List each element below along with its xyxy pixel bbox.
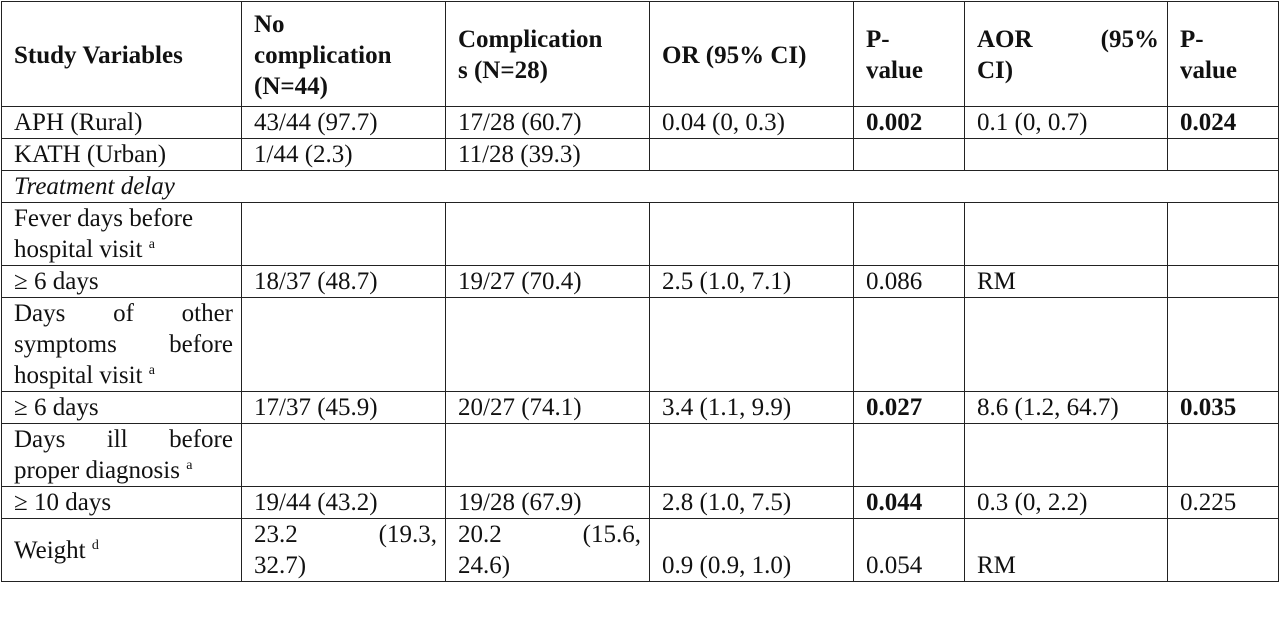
cell-or: 2.5 (1.0, 7.1) — [649, 265, 854, 298]
cell-p-value: 0.054 — [853, 518, 965, 582]
cell-or — [649, 138, 854, 171]
cell-adj-p-value: 0.035 — [1167, 391, 1279, 424]
header-p-value: P-value — [853, 1, 965, 107]
table-row: Fever days before hospital visit a — [1, 202, 1279, 266]
row-label: Weight d — [1, 518, 242, 582]
cell-aor — [964, 138, 1168, 171]
cell-complications: 20.2 (15.6, 24.6) — [445, 518, 650, 582]
cell-no-complication: 43/44 (97.7) — [241, 106, 446, 139]
row-label: ≥ 10 days — [1, 486, 242, 519]
row-label: ≥ 6 days — [1, 391, 242, 424]
header-aor: AOR (95% CI) — [964, 1, 1168, 107]
cell-no-complication: 19/44 (43.2) — [241, 486, 446, 519]
table-row: Days of other symptoms before hospital visit … — [1, 297, 1279, 392]
table-row: Weight d 23.2 (19.3, 32.7) 20.2 (15.6, 24.6)… — [1, 518, 1279, 582]
cell-p-value — [853, 138, 965, 171]
cell-or — [649, 297, 854, 392]
cell-or: 3.4 (1.1, 9.9) — [649, 391, 854, 424]
header-no-complication: No complication (N=44) — [241, 1, 446, 107]
cell-complications: 11/28 (39.3) — [445, 138, 650, 171]
row-label: APH (Rural) — [1, 106, 242, 139]
cell-aor: 8.6 (1.2, 64.7) — [964, 391, 1168, 424]
cell-p-value: 0.086 — [853, 265, 965, 298]
cell-no-complication — [241, 297, 446, 392]
cell-complications — [445, 202, 650, 266]
table-row: ≥ 6 days 18/37 (48.7) 19/27 (70.4) 2.5 (… — [1, 265, 1279, 298]
cell-aor — [964, 202, 1168, 266]
cell-adj-p-value — [1167, 202, 1279, 266]
header-complications: Complication s (N=28) — [445, 1, 650, 107]
cell-adj-p-value — [1167, 297, 1279, 392]
cell-aor — [964, 423, 1168, 487]
header-adj-p-value: P-value — [1167, 1, 1279, 107]
row-label: Fever days before hospital visit a — [1, 202, 242, 266]
cell-aor: 0.3 (0, 2.2) — [964, 486, 1168, 519]
table-row: APH (Rural) 43/44 (97.7) 17/28 (60.7) 0.… — [1, 106, 1279, 139]
cell-complications: 20/27 (74.1) — [445, 391, 650, 424]
row-label: Days of other symptoms before hospital visit … — [1, 297, 242, 392]
table-row: ≥ 10 days 19/44 (43.2) 19/28 (67.9) 2.8 … — [1, 486, 1279, 519]
cell-aor — [964, 297, 1168, 392]
cell-complications — [445, 423, 650, 487]
cell-no-complication — [241, 202, 446, 266]
cell-p-value — [853, 202, 965, 266]
row-label: ≥ 6 days — [1, 265, 242, 298]
section-row: Treatment delay — [1, 170, 1279, 203]
cell-p-value: 0.044 — [853, 486, 965, 519]
cell-or — [649, 423, 854, 487]
cell-complications — [445, 297, 650, 392]
cell-or: 0.9 (0.9, 1.0) — [649, 518, 854, 582]
row-label: Days ill before proper diagnosis a — [1, 423, 242, 487]
header-or: OR (95% CI) — [649, 1, 854, 107]
cell-adj-p-value — [1167, 518, 1279, 582]
cell-aor: RM — [964, 265, 1168, 298]
cell-complications: 19/28 (67.9) — [445, 486, 650, 519]
cell-adj-p-value — [1167, 423, 1279, 487]
cell-no-complication: 1/44 (2.3) — [241, 138, 446, 171]
header-study-variables: Study Variables — [1, 1, 242, 107]
cell-no-complication: 18/37 (48.7) — [241, 265, 446, 298]
table-row: KATH (Urban) 1/44 (2.3) 11/28 (39.3) — [1, 138, 1279, 171]
results-table: Study Variables No complication (N=44) Com… — [1, 1, 1279, 582]
cell-no-complication: 23.2 (19.3, 32.7) — [241, 518, 446, 582]
row-label: KATH (Urban) — [1, 138, 242, 171]
cell-p-value: 0.002 — [853, 106, 965, 139]
cell-or — [649, 202, 854, 266]
cell-adj-p-value — [1167, 138, 1279, 171]
cell-aor: 0.1 (0, 0.7) — [964, 106, 1168, 139]
cell-p-value — [853, 297, 965, 392]
cell-or: 0.04 (0, 0.3) — [649, 106, 854, 139]
header-row: Study Variables No complication (N=44) Com… — [1, 1, 1279, 107]
cell-adj-p-value: 0.024 — [1167, 106, 1279, 139]
cell-adj-p-value — [1167, 265, 1279, 298]
cell-no-complication — [241, 423, 446, 487]
cell-or: 2.8 (1.0, 7.5) — [649, 486, 854, 519]
table-row: ≥ 6 days 17/37 (45.9) 20/27 (74.1) 3.4 (… — [1, 391, 1279, 424]
table-row: Days ill before proper diagnosis a — [1, 423, 1279, 487]
section-label: Treatment delay — [1, 170, 1279, 203]
cell-adj-p-value: 0.225 — [1167, 486, 1279, 519]
cell-p-value — [853, 423, 965, 487]
cell-no-complication: 17/37 (45.9) — [241, 391, 446, 424]
cell-p-value: 0.027 — [853, 391, 965, 424]
cell-aor: RM — [964, 518, 1168, 582]
cell-complications: 19/27 (70.4) — [445, 265, 650, 298]
cell-complications: 17/28 (60.7) — [445, 106, 650, 139]
